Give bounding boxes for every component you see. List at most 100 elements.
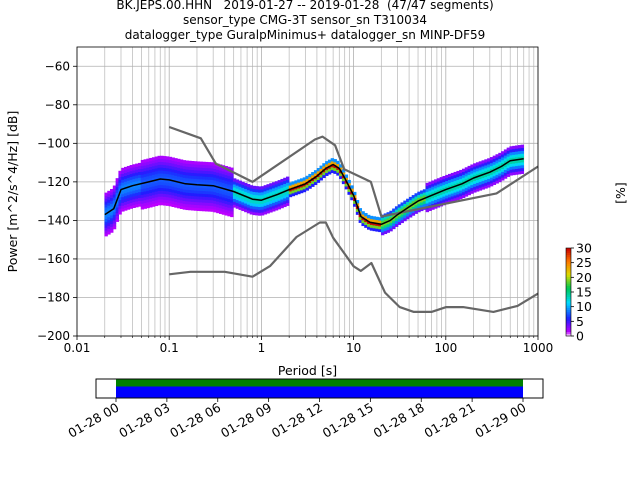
psd-density-cell [347, 188, 351, 192]
psd-density-cell [448, 194, 452, 198]
psd-density-cell [163, 182, 167, 186]
psd-density-cell [224, 194, 228, 199]
psd-density-cell [316, 170, 321, 175]
psd-density-cell [436, 181, 441, 185]
psd-density-cell [246, 189, 251, 194]
psd-density-cell [126, 177, 131, 181]
psd-density-cell [118, 170, 122, 175]
psd-density-cell [378, 225, 382, 230]
psd-density-cell [112, 188, 117, 192]
psd-density-cell [207, 202, 212, 206]
psd-density-cell [135, 163, 139, 167]
psd-density-cell [185, 195, 189, 199]
psd-density-cell [196, 187, 201, 191]
psd-density-cell [277, 185, 282, 190]
psd-density-cell [193, 184, 198, 188]
psd-density-cell [112, 194, 117, 198]
psd-density-cell [230, 196, 234, 200]
psd-density-cell [230, 202, 234, 206]
psd-density-cell [121, 185, 125, 189]
psd-density-cell [132, 190, 136, 194]
colorbar-segment [566, 261, 571, 264]
psd-density-cell [428, 184, 432, 188]
psd-density-cell [151, 165, 156, 170]
psd-density-cell [327, 162, 332, 166]
psd-density-cell [160, 201, 164, 206]
psd-density-cell [355, 211, 360, 215]
psd-density-cell [210, 179, 214, 183]
psd-density-cell [411, 200, 416, 205]
psd-density-cell [157, 161, 161, 165]
psd-density-cell [232, 192, 237, 197]
psd-density-cell [216, 206, 220, 211]
psd-density-cell [428, 193, 432, 197]
psd-density-cell [495, 168, 499, 172]
psd-density-cell [188, 169, 192, 173]
psd-density-cell [174, 198, 178, 202]
psd-density-cell [520, 164, 525, 169]
psd-density-cell [503, 155, 508, 159]
psd-density-cell [151, 203, 156, 207]
psd-density-cell [182, 197, 187, 201]
psd-density-cell [294, 180, 298, 184]
psd-density-cell [151, 157, 156, 161]
psd-density-cell [171, 203, 175, 208]
psd-density-cell [512, 151, 516, 155]
psd-density-cell [461, 180, 466, 184]
psd-density-cell [442, 181, 446, 186]
psd-density-cell [149, 175, 153, 179]
psd-density-cell [151, 191, 156, 196]
psd-density-cell [213, 206, 217, 210]
psd-density-cell [406, 213, 410, 217]
psd-density-cell [151, 186, 156, 190]
psd-density-cell [428, 201, 432, 206]
psd-density-cell [199, 204, 203, 209]
psd-density-cell [260, 194, 265, 199]
psd-density-cell [177, 167, 181, 171]
psd-density-cell [263, 202, 268, 206]
psd-density-cell [188, 163, 192, 167]
psd-density-cell [286, 179, 290, 183]
psd-density-cell [453, 192, 457, 196]
psd-density-cell [244, 197, 248, 201]
psd-density-cell [165, 162, 170, 166]
psd-density-cell [249, 190, 254, 195]
psd-density-cell [163, 170, 167, 174]
psd-density-cell [224, 209, 228, 213]
psd-density-cell [210, 188, 214, 192]
psd-density-cell [498, 155, 502, 160]
psd-density-cell [135, 192, 139, 196]
psd-density-cell [448, 182, 452, 186]
psd-density-cell [291, 192, 295, 197]
psd-density-cell [478, 161, 483, 165]
psd-density-cell [124, 178, 128, 182]
psd-density-cell [417, 206, 421, 210]
psd-density-cell [104, 192, 108, 196]
psd-density-cell [434, 188, 438, 192]
psd-density-cell [182, 183, 187, 187]
psd-density-cell [149, 204, 153, 208]
psd-density-cell [487, 166, 491, 171]
psd-density-cell [140, 194, 145, 198]
psd-density-cell [461, 186, 466, 190]
psd-density-cell [199, 176, 203, 180]
psd-density-cell [403, 206, 407, 210]
psd-density-cell [439, 194, 444, 198]
psd-density-cell [182, 203, 187, 207]
psd-density-cell [475, 162, 480, 166]
psd-density-cell [118, 208, 122, 212]
psd-density-cell [461, 194, 466, 198]
psd-density-cell [269, 191, 273, 196]
psd-density-cell [202, 170, 206, 174]
psd-density-cell [205, 193, 209, 198]
psd-density-cell [408, 199, 413, 204]
psd-density-cell [160, 184, 164, 188]
psd-density-cell [140, 171, 145, 175]
psd-density-cell [420, 202, 424, 206]
psd-density-cell [495, 177, 499, 181]
psd-density-cell [467, 165, 471, 170]
psd-density-cell [456, 191, 460, 195]
psd-density-cell [322, 166, 326, 170]
psd-density-cell [450, 181, 455, 185]
time-tick-label: 01-28 00 [65, 400, 121, 441]
